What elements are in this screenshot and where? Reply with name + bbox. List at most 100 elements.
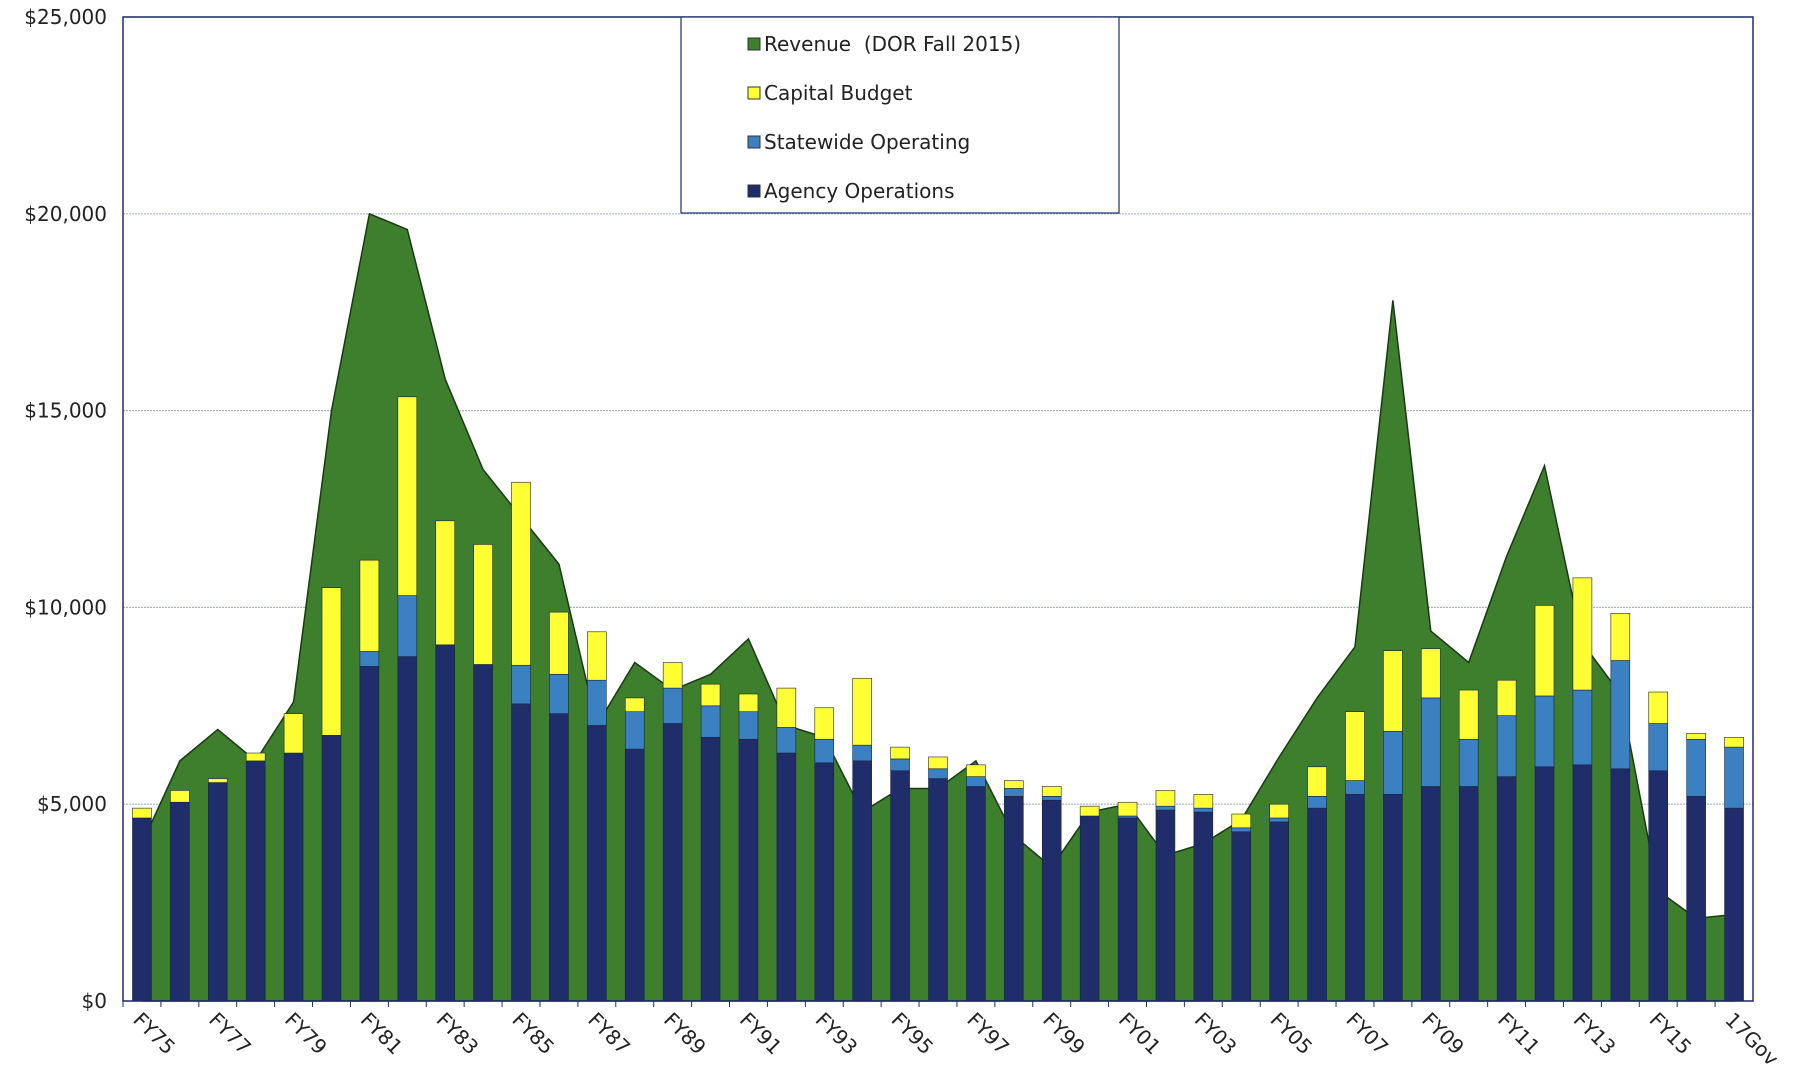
bar-segment <box>1269 803 1289 819</box>
bar-segment <box>170 801 190 1002</box>
bar-segment <box>1004 780 1024 789</box>
bar-segment <box>1345 780 1365 795</box>
bar-segment <box>397 396 418 596</box>
x-tick-label: FY77 <box>204 1008 256 1060</box>
bar-segment <box>1458 689 1479 740</box>
bar-segment <box>700 705 721 738</box>
x-tick-label: FY05 <box>1266 1008 1318 1060</box>
bar-segment <box>624 697 645 713</box>
legend-swatch <box>747 184 761 198</box>
bar-segment <box>473 544 493 665</box>
legend-swatch <box>747 86 761 100</box>
bar-segment <box>814 762 835 1002</box>
x-tick-label: FY07 <box>1341 1008 1393 1060</box>
x-tick-label: FY79 <box>280 1008 332 1060</box>
bar-segment <box>1534 605 1555 697</box>
bar-segment <box>700 683 721 707</box>
bar-segment <box>814 738 835 764</box>
bar-segment <box>170 790 190 803</box>
bar-segment <box>1345 711 1365 781</box>
bar-segment <box>928 778 948 1002</box>
legend-label: Statewide Operating <box>764 130 970 154</box>
bar-segment <box>359 651 380 667</box>
bar-segment <box>852 744 872 762</box>
bar-segment <box>776 727 797 754</box>
bar-segment <box>1610 768 1631 1002</box>
bar-segment <box>700 736 721 1002</box>
bar-segment <box>435 520 455 646</box>
bar-segment <box>1686 738 1706 797</box>
bar-segment <box>1686 796 1706 1002</box>
bar-segment <box>1193 807 1214 813</box>
bar-segment <box>549 611 569 675</box>
bar-segment <box>587 679 607 726</box>
bar-segment <box>1079 815 1100 1002</box>
bar-segment <box>1421 786 1441 1002</box>
bar-segment <box>966 786 986 1002</box>
bar-segment <box>1421 697 1441 787</box>
x-tick-label: FY93 <box>811 1008 863 1060</box>
x-tick-label: FY99 <box>1038 1008 1090 1060</box>
bar-segment <box>1117 817 1138 1002</box>
bar-segment <box>1496 776 1517 1002</box>
bar-segment <box>1724 736 1744 748</box>
legend-label: Capital Budget <box>764 81 913 105</box>
bar-segment <box>207 782 228 1002</box>
bar-segment <box>928 756 948 770</box>
bar-segment <box>1648 723 1669 772</box>
bar-segment <box>132 807 152 819</box>
y-tick-label: $15,000 <box>24 399 107 423</box>
y-tick-label: $25,000 <box>24 5 107 29</box>
bar-segment <box>776 687 797 728</box>
bar-segment <box>473 664 493 1002</box>
legend-swatch <box>747 37 761 51</box>
bar-segment <box>511 481 531 666</box>
bar-segment <box>1231 813 1252 829</box>
bar-segment <box>511 664 531 705</box>
bar-segment <box>245 752 266 762</box>
x-tick-label: FY01 <box>1114 1008 1166 1060</box>
bar-segment <box>738 693 759 713</box>
bar-segment <box>397 656 418 1002</box>
x-tick-label: FY85 <box>507 1008 559 1060</box>
bar-segment <box>1610 613 1631 661</box>
bar-segment <box>1724 746 1744 809</box>
bar-segment <box>1307 766 1327 797</box>
bar-segment <box>624 748 645 1002</box>
legend-label: Agency Operations <box>764 179 955 203</box>
bar-segment <box>1193 794 1214 809</box>
bar-segment <box>587 725 607 1002</box>
bar-segment <box>928 768 948 779</box>
bar-segment <box>283 713 304 754</box>
bar-segment <box>738 711 759 740</box>
bar-segment <box>776 752 797 1002</box>
x-tick-label: FY81 <box>356 1008 408 1060</box>
legend-label: Revenue (DOR Fall 2015) <box>764 32 1021 56</box>
legend-swatch <box>747 135 761 149</box>
bar-segment <box>890 746 910 760</box>
bar-segment <box>321 735 342 1002</box>
bar-segment <box>890 758 910 772</box>
bar-segment <box>1231 827 1252 833</box>
bar-segment <box>1231 831 1252 1002</box>
y-tick-label: $10,000 <box>24 595 107 619</box>
bar-segment <box>1648 770 1669 1002</box>
bar-segment <box>1534 695 1555 768</box>
bar-segment <box>662 687 683 724</box>
bar-segment <box>1345 794 1365 1002</box>
bar-segment <box>359 666 380 1002</box>
x-tick-label: FY87 <box>583 1008 635 1060</box>
bar-segment <box>283 752 304 1002</box>
bar-segment <box>1610 660 1631 770</box>
bar-segment <box>1383 731 1403 795</box>
x-tick-label: FY91 <box>735 1008 787 1060</box>
bar-segment <box>511 703 531 1002</box>
bar-segment <box>814 707 835 740</box>
bar-segment <box>1496 715 1517 777</box>
bar-segment <box>624 711 645 750</box>
bar-segment <box>852 677 872 746</box>
x-tick-label: FY03 <box>1190 1008 1242 1060</box>
bar-segment <box>1155 805 1176 811</box>
bar-segment <box>1458 738 1479 787</box>
